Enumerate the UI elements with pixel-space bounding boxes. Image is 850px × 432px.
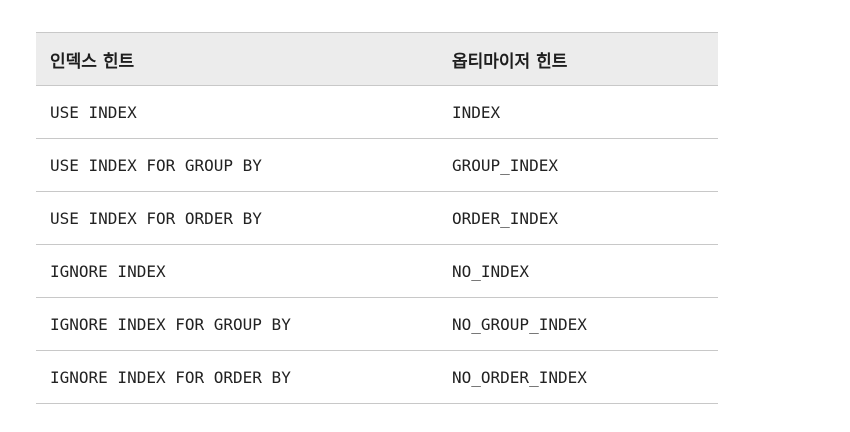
table-row: USE INDEX INDEX — [36, 86, 718, 139]
optimizer-hint-cell: NO_ORDER_INDEX — [452, 367, 587, 387]
index-hint-cell: IGNORE INDEX FOR ORDER BY — [50, 367, 291, 387]
index-hint-cell: IGNORE INDEX FOR GROUP BY — [50, 314, 291, 334]
table-row: IGNORE INDEX FOR ORDER BY NO_ORDER_INDEX — [36, 351, 718, 404]
index-hint-cell: USE INDEX FOR GROUP BY — [50, 155, 262, 175]
index-hint-cell: USE INDEX FOR ORDER BY — [50, 208, 262, 228]
optimizer-hint-cell: INDEX — [452, 102, 501, 122]
table-header-row: 인덱스 힌트 옵티마이저 힌트 — [36, 32, 718, 86]
hint-mapping-table: 인덱스 힌트 옵티마이저 힌트 USE INDEX INDEX USE INDE… — [36, 32, 718, 404]
optimizer-hint-cell: ORDER_INDEX — [452, 208, 558, 228]
index-hint-cell: IGNORE INDEX — [50, 261, 166, 281]
table-row: USE INDEX FOR ORDER BY ORDER_INDEX — [36, 192, 718, 245]
table-row: IGNORE INDEX FOR GROUP BY NO_GROUP_INDEX — [36, 298, 718, 351]
index-hint-cell: USE INDEX — [50, 102, 137, 122]
header-optimizer-hint: 옵티마이저 힌트 — [452, 51, 568, 72]
optimizer-hint-cell: NO_INDEX — [452, 261, 530, 281]
table-row: USE INDEX FOR GROUP BY GROUP_INDEX — [36, 139, 718, 192]
optimizer-hint-cell: GROUP_INDEX — [452, 155, 558, 175]
header-index-hint: 인덱스 힌트 — [50, 51, 135, 72]
optimizer-hint-cell: NO_GROUP_INDEX — [452, 314, 587, 334]
table-row: IGNORE INDEX NO_INDEX — [36, 245, 718, 298]
